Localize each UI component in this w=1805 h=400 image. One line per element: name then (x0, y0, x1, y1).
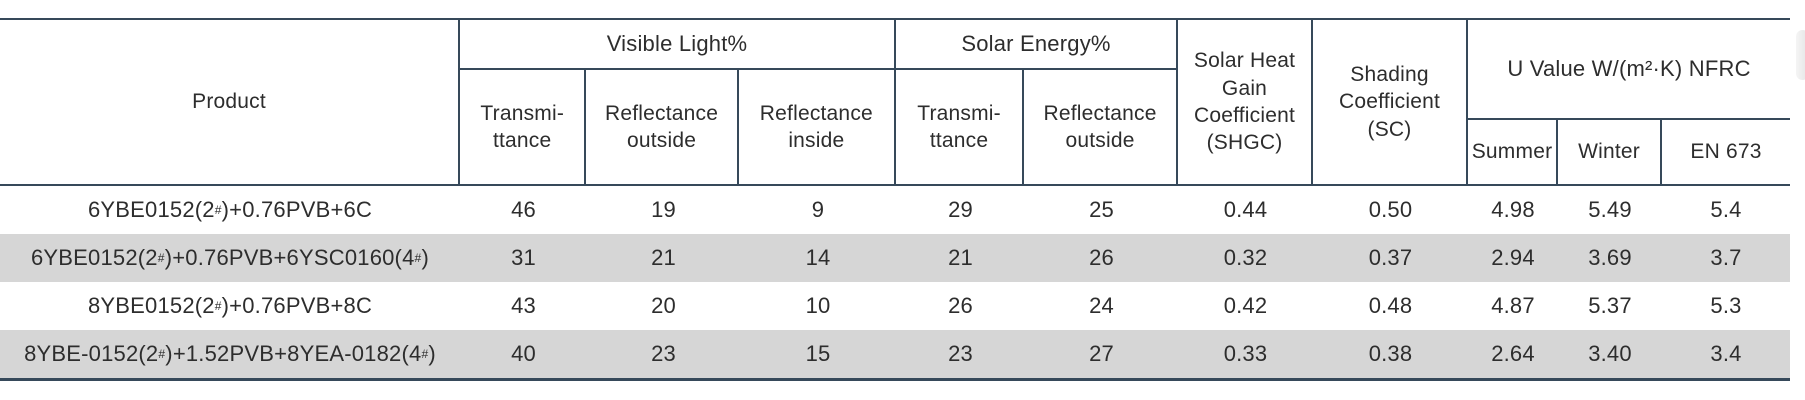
value-cell: 2.94 (1491, 245, 1535, 270)
header-se-reflectance-outside: Reflectance outside (1043, 101, 1157, 152)
value-cell: 0.50 (1368, 197, 1413, 222)
product-cell: 6YBE0152(2 #)+0.76PVB+6YSC0160(4 #) (30, 245, 429, 270)
header-product: Product (0, 20, 460, 184)
value-cell: 20 (651, 293, 676, 318)
table-row: 6YBE0152(2 #)+0.76PVB+6YSC0160(4 #) 31 21 14 2… (0, 234, 1790, 282)
table-row: 8YBE0152(2 #)+0.76PVB+8C 43 20 10 26 24 0.42 0.4… (0, 282, 1790, 330)
value-cell: 14 (805, 245, 831, 270)
value-cell: 26 (948, 293, 973, 318)
value-cell: 0.44 (1223, 197, 1268, 222)
header-visible-light-title: Visible Light% (460, 20, 894, 70)
header-vl-reflectance-inside: Reflectance inside (759, 101, 873, 152)
glass-performance-table: Product Visible Light% Transmi- ttance R… (0, 18, 1790, 381)
value-cell: 24 (1089, 293, 1114, 318)
value-cell: 5.4 (1710, 197, 1742, 222)
value-cell: 27 (1089, 341, 1114, 366)
scrollbar-thumb[interactable] (1796, 30, 1805, 80)
value-cell: 0.38 (1368, 341, 1413, 366)
header-u-en673: EN 673 (1690, 140, 1762, 164)
header-u-winter: Winter (1558, 120, 1662, 184)
header-vl-transmittance: Transmi- ttance (460, 70, 587, 184)
table-body: 6YBE0152(2 #)+0.76PVB+6C 46 19 9 29 25 0.44 0.50… (0, 186, 1790, 381)
value-cell: 0.42 (1223, 293, 1268, 318)
value-cell: 10 (805, 293, 831, 318)
header-se-transmittance: Transmi- ttance (896, 70, 1025, 184)
product-cell: 8YBE0152(2 #)+0.76PVB+8C (87, 293, 373, 318)
value-cell: 21 (651, 245, 676, 270)
table-header: Product Visible Light% Transmi- ttance R… (0, 18, 1790, 186)
value-cell: 5.49 (1588, 197, 1632, 222)
value-cell: 29 (948, 197, 973, 222)
header-shading-coefficient: Shading Coefficient (SC) (1313, 20, 1468, 184)
value-cell: 3.69 (1588, 245, 1632, 270)
table-row: 8YBE-0152(2 #)+1.52PVB+8YEA-0182(4 #) 40 23 1… (0, 330, 1790, 378)
value-cell: 19 (651, 197, 676, 222)
value-cell: 0.48 (1368, 293, 1413, 318)
header-solar-energy-title: Solar Energy% (896, 20, 1176, 70)
value-cell: 9 (811, 197, 825, 222)
value-cell: 43 (511, 293, 536, 318)
value-cell: 4.98 (1491, 197, 1535, 222)
header-group-solar-energy: Solar Energy% Transmi- ttance Reflectanc… (896, 20, 1178, 184)
value-cell: 3.40 (1588, 341, 1632, 366)
header-u-summer: Summer (1468, 120, 1558, 184)
value-cell: 5.3 (1710, 293, 1742, 318)
table-row: 6YBE0152(2 #)+0.76PVB+6C 46 19 9 29 25 0.44 0.50… (0, 186, 1790, 234)
product-cell: 8YBE-0152(2 #)+1.52PVB+8YEA-0182(4 #) (24, 341, 436, 366)
value-cell: 31 (511, 245, 536, 270)
value-cell: 40 (511, 341, 536, 366)
value-cell: 15 (805, 341, 831, 366)
value-cell: 0.33 (1223, 341, 1268, 366)
value-cell: 21 (948, 245, 973, 270)
value-cell: 25 (1089, 197, 1114, 222)
value-cell: 23 (948, 341, 973, 366)
value-cell: 26 (1089, 245, 1114, 270)
value-cell: 3.7 (1710, 245, 1742, 270)
value-cell: 46 (511, 197, 536, 222)
header-vl-reflectance-outside: Reflectance outside (586, 70, 739, 184)
value-cell: 3.4 (1710, 341, 1742, 366)
header-shgc: Solar Heat Gain Coefficient (SHGC) (1178, 20, 1313, 184)
value-cell: 4.87 (1491, 293, 1535, 318)
value-cell: 0.32 (1223, 245, 1268, 270)
value-cell: 2.64 (1491, 341, 1535, 366)
value-cell: 23 (651, 341, 676, 366)
header-group-u-value: U Value W/(m²·K) NFRC Summer Winter EN 6… (1468, 20, 1790, 184)
value-cell: 0.37 (1368, 245, 1413, 270)
header-group-visible-light: Visible Light% Transmi- ttance Reflectan… (460, 20, 896, 184)
header-u-value-title: U Value W/(m²·K) NFRC (1468, 20, 1790, 120)
product-cell: 6YBE0152(2 #)+0.76PVB+6C (87, 197, 373, 222)
value-cell: 5.37 (1588, 293, 1632, 318)
